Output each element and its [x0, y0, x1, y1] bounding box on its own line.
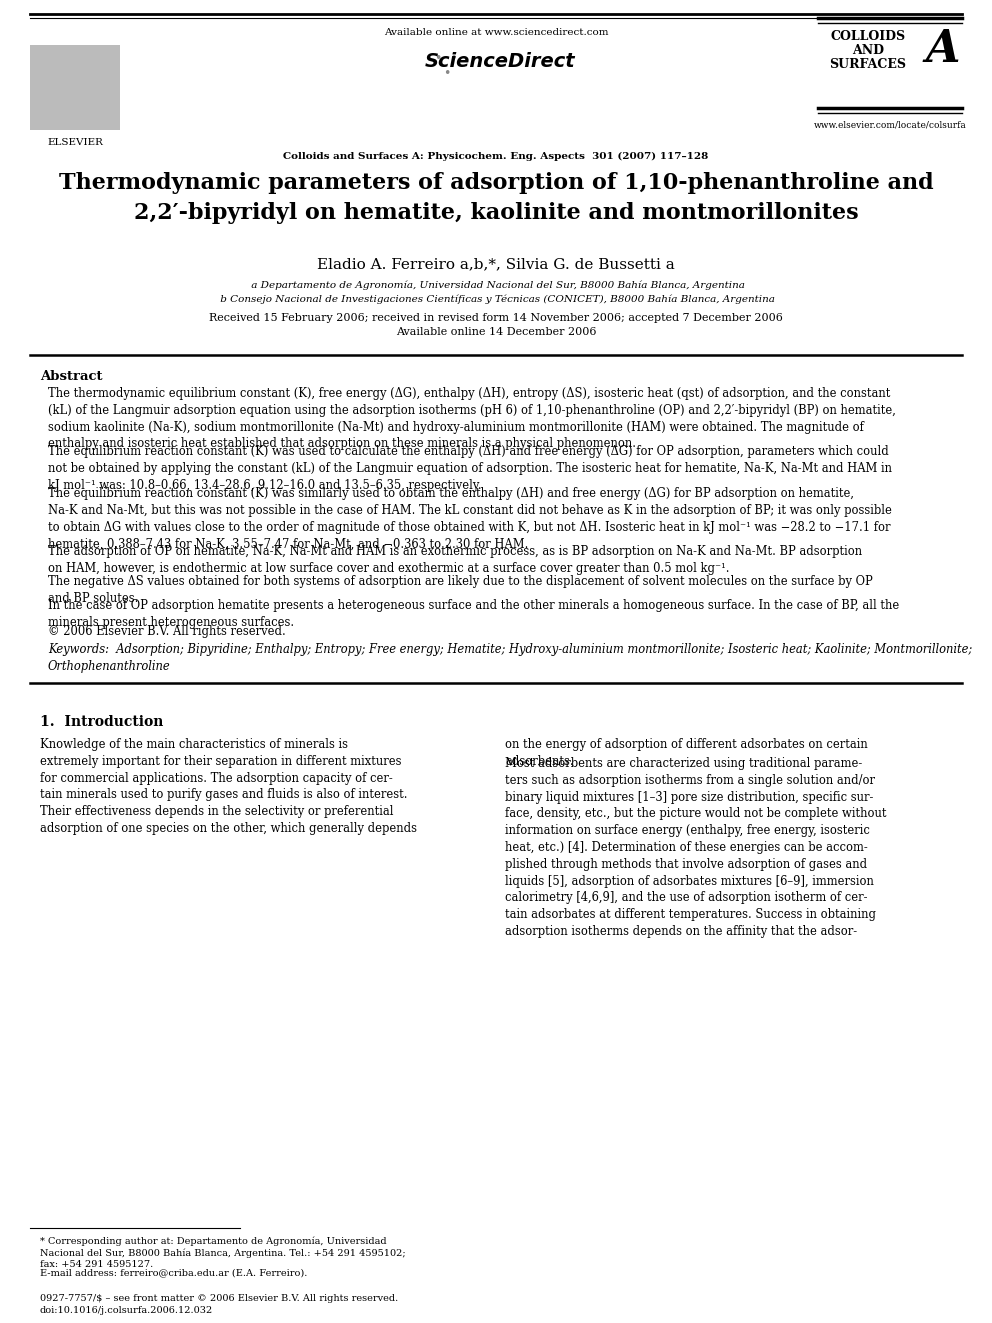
Text: The equilibrium reaction constant (K) was similarly used to obtain the enthalpy : The equilibrium reaction constant (K) wa… — [48, 487, 892, 550]
Text: Eladio A. Ferreiro a,b,*, Silvia G. de Bussetti a: Eladio A. Ferreiro a,b,*, Silvia G. de B… — [317, 257, 675, 271]
Text: SURFACES: SURFACES — [829, 58, 907, 71]
Text: ScienceDirect: ScienceDirect — [425, 52, 575, 71]
Text: A: A — [926, 28, 960, 71]
FancyBboxPatch shape — [30, 45, 120, 130]
Text: Available online at www.sciencedirect.com: Available online at www.sciencedirect.co… — [384, 28, 608, 37]
Text: Thermodynamic parameters of adsorption of 1,10-phenanthroline and
2,2′-bipyridyl: Thermodynamic parameters of adsorption o… — [59, 172, 933, 224]
Text: Knowledge of the main characteristics of minerals is
extremely important for the: Knowledge of the main characteristics of… — [40, 738, 417, 835]
Text: b Consejo Nacional de Investigaciones Científicas y Técnicas (CONICET), B8000 Ba: b Consejo Nacional de Investigaciones Ci… — [217, 294, 775, 303]
Text: The adsorption of OP on hematite, Na-K, Na-Mt and HAM is an exothermic process, : The adsorption of OP on hematite, Na-K, … — [48, 545, 862, 574]
Text: The equilibrium reaction constant (K) was used to calculate the enthalpy (ΔH) an: The equilibrium reaction constant (K) wa… — [48, 445, 892, 492]
Text: Received 15 February 2006; received in revised form 14 November 2006; accepted 7: Received 15 February 2006; received in r… — [209, 314, 783, 323]
Text: Available online 14 December 2006: Available online 14 December 2006 — [396, 327, 596, 337]
Text: 0927-7757/$ – see front matter © 2006 Elsevier B.V. All rights reserved.
doi:10.: 0927-7757/$ – see front matter © 2006 El… — [40, 1294, 398, 1315]
Text: AND: AND — [852, 44, 884, 57]
Text: a Departamento de Agronomía, Universidad Nacional del Sur, B8000 Bahía Blanca, A: a Departamento de Agronomía, Universidad… — [248, 280, 744, 290]
Text: Most adsorbents are characterized using traditional parame-
ters such as adsorpt: Most adsorbents are characterized using … — [505, 757, 887, 938]
Text: ELSEVIER: ELSEVIER — [47, 138, 103, 147]
Text: The negative ΔS values obtained for both systems of adsorption are likely due to: The negative ΔS values obtained for both… — [48, 576, 873, 605]
Text: 1.  Introduction: 1. Introduction — [40, 714, 164, 729]
Text: The thermodynamic equilibrium constant (K), free energy (ΔG), enthalpy (ΔH), ent: The thermodynamic equilibrium constant (… — [48, 388, 896, 450]
Text: Colloids and Surfaces A: Physicochem. Eng. Aspects  301 (2007) 117–128: Colloids and Surfaces A: Physicochem. En… — [284, 152, 708, 161]
Text: In the case of OP adsorption hematite presents a heterogeneous surface and the o: In the case of OP adsorption hematite pr… — [48, 599, 900, 628]
Text: Abstract: Abstract — [40, 370, 102, 382]
Text: on the energy of adsorption of different adsorbates on certain
adsorbents.: on the energy of adsorption of different… — [505, 738, 868, 767]
Text: www.elsevier.com/locate/colsurfa: www.elsevier.com/locate/colsurfa — [813, 120, 966, 130]
Text: © 2006 Elsevier B.V. All rights reserved.: © 2006 Elsevier B.V. All rights reserved… — [48, 624, 286, 638]
Text: COLLOIDS: COLLOIDS — [830, 30, 906, 44]
Text: * Corresponding author at: Departamento de Agronomía, Universidad
Nacional del S: * Corresponding author at: Departamento … — [40, 1236, 406, 1269]
Text: Keywords:  Adsorption; Bipyridine; Enthalpy; Entropy; Free energy; Hematite; Hyd: Keywords: Adsorption; Bipyridine; Enthal… — [48, 643, 972, 673]
Text: •  •
 •: • • • — [434, 52, 457, 79]
Text: E-mail address: ferreiro@criba.edu.ar (E.A. Ferreiro).: E-mail address: ferreiro@criba.edu.ar (E… — [40, 1267, 308, 1277]
